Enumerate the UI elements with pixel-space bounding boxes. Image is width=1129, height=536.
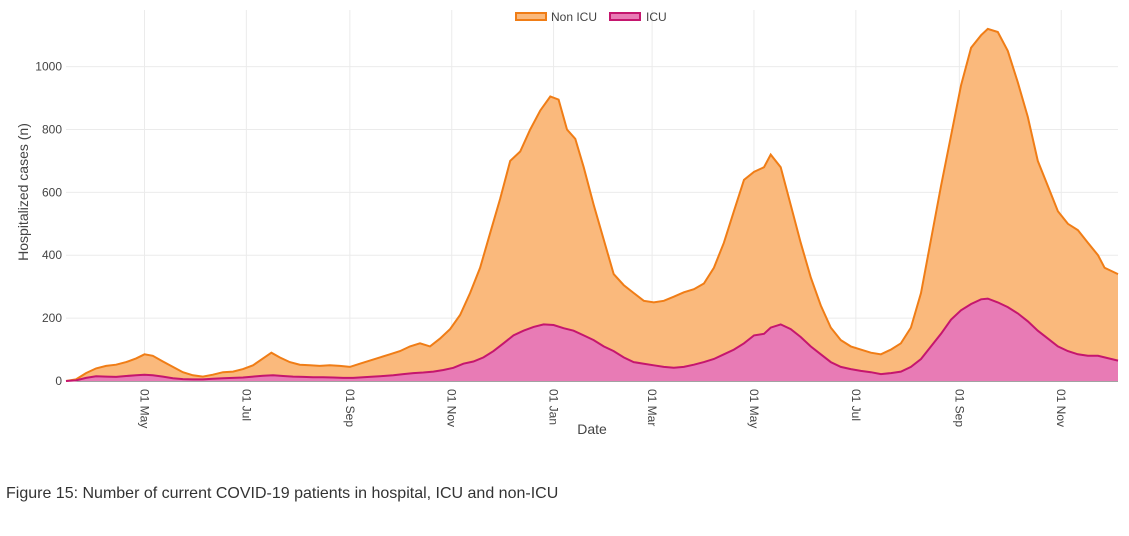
legend-label-icu: ICU xyxy=(646,10,667,24)
icu-swatch xyxy=(609,12,641,21)
y-tick-label: 600 xyxy=(42,185,62,199)
x-tick-label: 01 Sep xyxy=(952,389,966,427)
y-tick-label: 800 xyxy=(42,122,62,136)
y-axis-title: Hospitalized cases (n) xyxy=(15,123,31,261)
y-axis: 0 200 400 600 800 1000 xyxy=(35,60,62,388)
x-tick-label: 01 May xyxy=(747,389,761,428)
x-axis: 01 May 01 Jul 01 Sep 01 Nov 01 Jan 01 Mar 01 M… xyxy=(137,389,1068,428)
x-tick-label: 01 Jul xyxy=(239,389,253,421)
x-tick-label: 01 Mar xyxy=(645,389,659,426)
legend-label-non-icu: Non ICU xyxy=(551,10,597,24)
x-tick-label: 01 Nov xyxy=(1054,389,1068,427)
non-icu-area xyxy=(66,28,1118,382)
legend-item-non-icu[interactable]: Non ICU xyxy=(515,10,597,24)
non-icu-swatch xyxy=(515,12,547,21)
figure-caption: Figure 15: Number of current COVID-19 pa… xyxy=(6,485,559,502)
chart: 0 200 400 600 800 1000 01 May 01 Jul 01 Sep 01 N… xyxy=(15,10,1119,437)
x-tick-label: 01 May xyxy=(137,389,151,428)
non-icu-line xyxy=(65,27,1119,382)
y-tick-label: 400 xyxy=(42,248,62,262)
x-axis-title: Date xyxy=(577,421,607,437)
x-tick-label: 01 Jan xyxy=(547,389,561,425)
legend[interactable]: Non ICU ICU xyxy=(515,10,667,24)
y-tick-label: 0 xyxy=(55,374,62,388)
y-tick-label: 200 xyxy=(42,311,62,325)
y-tick-label: 1000 xyxy=(35,60,62,74)
x-tick-label: 01 Nov xyxy=(445,389,459,427)
x-tick-label: 01 Sep xyxy=(343,389,357,427)
legend-item-icu[interactable]: ICU xyxy=(609,10,667,24)
x-tick-label: 01 Jul xyxy=(849,389,863,421)
icu-line xyxy=(65,297,1119,382)
